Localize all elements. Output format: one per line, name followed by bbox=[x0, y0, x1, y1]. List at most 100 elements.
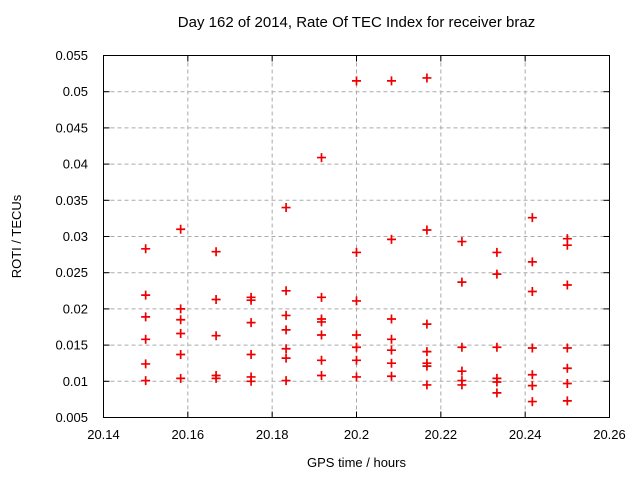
x-tick-label: 20.18 bbox=[256, 427, 289, 442]
data-point-marker bbox=[281, 344, 291, 354]
data-point-marker bbox=[176, 304, 186, 314]
data-point-marker bbox=[352, 247, 361, 257]
data-point-marker bbox=[176, 373, 186, 383]
y-axis-label: ROTI / TECUs bbox=[9, 194, 24, 278]
data-point-marker bbox=[176, 329, 186, 339]
y-tick-label: 0.015 bbox=[55, 338, 88, 353]
y-tick-label: 0.05 bbox=[63, 84, 88, 99]
data-point-marker bbox=[352, 330, 361, 340]
data-point-marker bbox=[562, 280, 572, 290]
data-point-marker bbox=[352, 296, 361, 306]
data-point-marker bbox=[422, 380, 432, 390]
data-point-marker bbox=[562, 363, 572, 373]
data-point-marker bbox=[317, 153, 327, 163]
data-point-marker bbox=[211, 331, 221, 341]
data-point-marker bbox=[386, 371, 396, 381]
data-point-marker bbox=[211, 247, 221, 257]
data-point-marker bbox=[281, 203, 291, 213]
data-point-marker bbox=[317, 371, 327, 381]
data-point-marker bbox=[457, 366, 467, 376]
data-point-marker bbox=[281, 325, 291, 335]
data-point-marker bbox=[352, 342, 361, 352]
data-point-marker bbox=[352, 76, 361, 86]
data-point-marker bbox=[492, 342, 502, 352]
data-point-marker bbox=[492, 388, 502, 398]
data-point-marker bbox=[527, 370, 537, 380]
data-point-marker bbox=[246, 318, 256, 328]
data-point-marker bbox=[386, 314, 396, 324]
y-tick-label: 0.025 bbox=[55, 265, 88, 280]
data-point-marker bbox=[281, 286, 291, 296]
data-point-marker bbox=[562, 378, 572, 388]
data-point-marker bbox=[527, 397, 537, 407]
data-point-marker bbox=[246, 350, 256, 360]
data-point-marker bbox=[141, 376, 151, 386]
data-point-marker bbox=[527, 343, 537, 353]
data-point-marker bbox=[422, 361, 432, 371]
data-point-marker bbox=[457, 380, 467, 390]
y-tick-label: 0.035 bbox=[55, 193, 88, 208]
data-point-marker bbox=[562, 240, 572, 250]
y-tick-label: 0.005 bbox=[55, 410, 88, 425]
chart-title: Day 162 of 2014, Rate Of TEC Index for r… bbox=[178, 14, 535, 31]
data-point-marker bbox=[176, 224, 186, 234]
data-point-marker bbox=[386, 358, 396, 368]
data-point-marker bbox=[386, 76, 396, 86]
y-tick-label: 0.03 bbox=[63, 229, 88, 244]
data-point-marker bbox=[527, 213, 537, 223]
y-tick-label: 0.04 bbox=[63, 157, 88, 172]
data-point-marker bbox=[141, 334, 151, 344]
data-point-marker bbox=[457, 342, 467, 352]
x-tick-label: 20.16 bbox=[172, 427, 205, 442]
data-point-marker bbox=[422, 225, 432, 235]
data-point-marker bbox=[246, 295, 256, 305]
data-point-marker bbox=[211, 373, 221, 383]
data-point-marker bbox=[317, 330, 327, 340]
data-point-marker bbox=[352, 355, 361, 365]
data-point-marker bbox=[141, 312, 151, 322]
data-point-marker bbox=[492, 247, 502, 257]
data-point-marker bbox=[317, 292, 327, 302]
data-point-marker bbox=[141, 290, 151, 300]
data-point-marker bbox=[281, 353, 291, 363]
data-point-marker bbox=[422, 319, 432, 329]
data-point-marker bbox=[141, 359, 151, 369]
x-tick-label: 20.2 bbox=[344, 427, 369, 442]
data-point-marker bbox=[527, 257, 537, 267]
data-point-marker bbox=[141, 244, 151, 254]
y-tick-label: 0.055 bbox=[55, 48, 88, 63]
x-tick-label: 20.22 bbox=[425, 427, 458, 442]
y-tick-label: 0.045 bbox=[55, 120, 88, 135]
x-tick-label: 20.26 bbox=[593, 427, 626, 442]
data-point-marker bbox=[492, 269, 502, 279]
data-point-marker bbox=[317, 317, 327, 327]
data-point-marker bbox=[457, 237, 467, 247]
x-axis-label: GPS time / hours bbox=[307, 455, 406, 470]
data-point-marker bbox=[246, 376, 256, 386]
data-point-marker bbox=[211, 294, 221, 304]
x-tick-label: 20.14 bbox=[87, 427, 120, 442]
data-point-marker bbox=[281, 310, 291, 320]
data-point-marker bbox=[386, 345, 396, 355]
data-point-marker bbox=[281, 376, 291, 386]
data-point-marker bbox=[527, 287, 537, 297]
data-point-marker bbox=[386, 334, 396, 344]
data-point-marker bbox=[386, 234, 396, 244]
data-point-marker bbox=[457, 277, 467, 287]
x-tick-label: 20.24 bbox=[509, 427, 542, 442]
plot-border bbox=[103, 55, 610, 418]
data-point-marker bbox=[562, 396, 572, 406]
data-point-marker bbox=[527, 381, 537, 391]
data-point-marker bbox=[492, 377, 502, 387]
data-point-marker bbox=[176, 350, 186, 360]
y-tick-label: 0.01 bbox=[63, 374, 88, 389]
data-point-marker bbox=[176, 315, 186, 325]
data-point-marker bbox=[422, 73, 432, 83]
data-point-marker bbox=[352, 372, 361, 382]
data-point-marker bbox=[422, 347, 432, 357]
data-point-marker bbox=[317, 355, 327, 365]
data-point-marker bbox=[562, 343, 572, 353]
y-tick-label: 0.02 bbox=[63, 301, 88, 316]
